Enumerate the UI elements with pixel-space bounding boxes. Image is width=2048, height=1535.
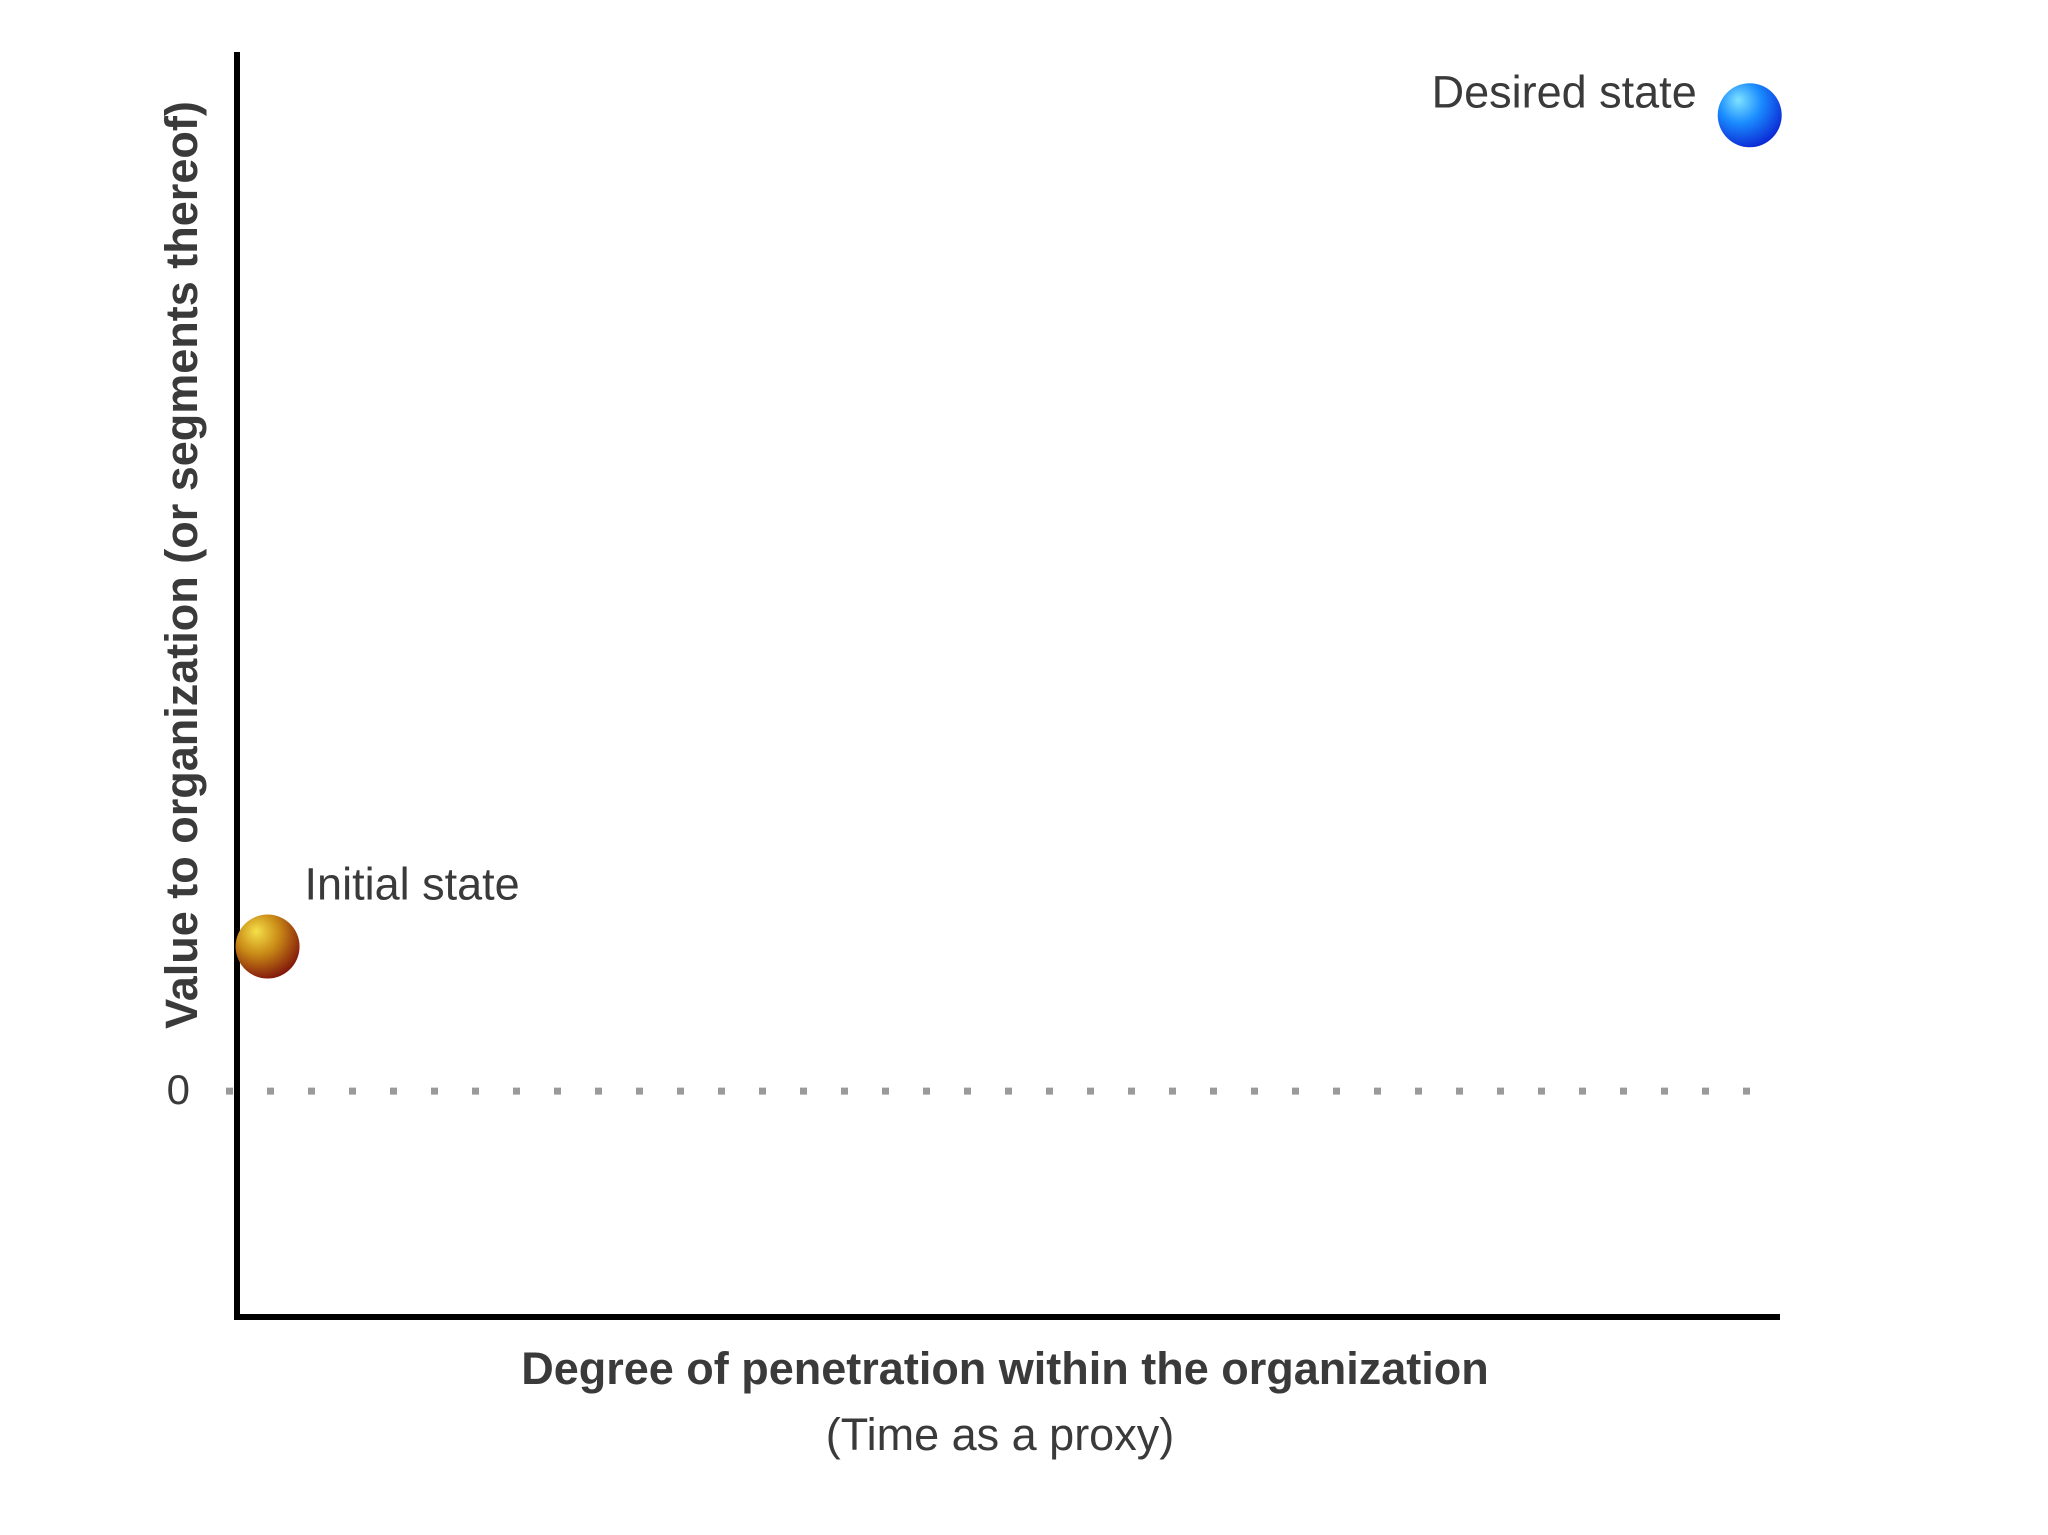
data-point-desired-state: [1717, 83, 1782, 148]
point-label-desired-state: Desired state: [1432, 66, 1697, 117]
data-points: Initial state Desired state: [235, 66, 1782, 979]
y-axis-title: Value to organization (or segments there…: [156, 101, 207, 1029]
data-point-initial-state: [235, 914, 300, 979]
y-tick-label-0: 0: [167, 1066, 190, 1113]
x-axis-subtitle: (Time as a proxy): [826, 1409, 1174, 1460]
point-label-initial-state: Initial state: [305, 859, 520, 910]
x-axis-title: Degree of penetration within the organiz…: [521, 1343, 1489, 1394]
